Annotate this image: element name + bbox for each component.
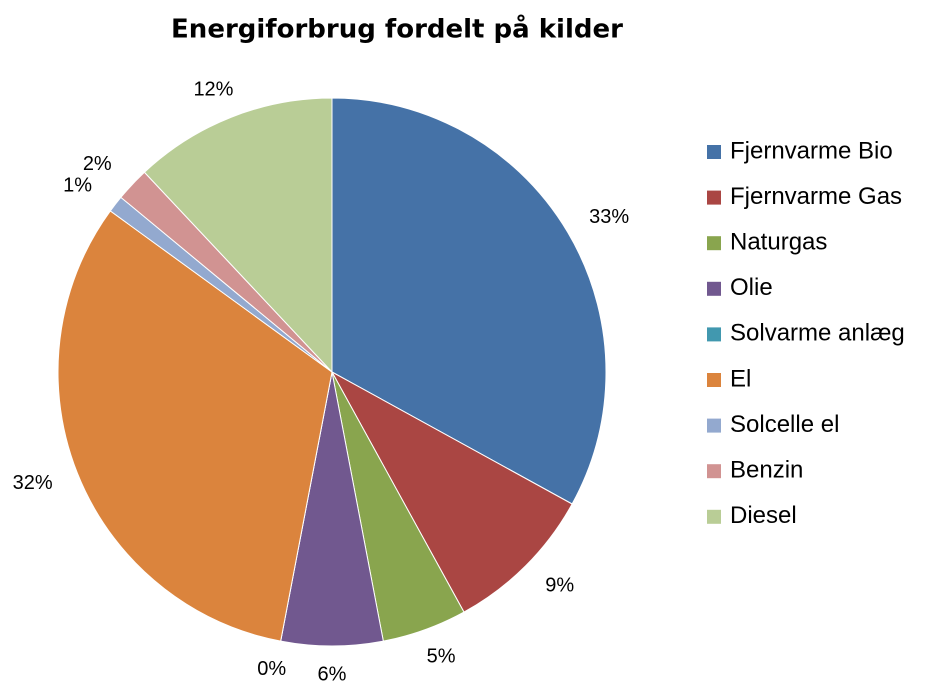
data-label: 33%	[589, 206, 629, 228]
legend-swatch	[707, 236, 721, 251]
legend-label: Fjernvarme Gas	[730, 183, 902, 210]
legend-label: Olie	[730, 274, 773, 301]
data-label: 1%	[63, 175, 92, 197]
legend-swatch	[707, 464, 721, 479]
legend-label: Solvarme anlæg	[730, 320, 905, 347]
data-label: 6%	[318, 663, 347, 685]
chart-title: Energiforbrug fordelt på kilder	[171, 13, 623, 45]
data-label: 5%	[427, 645, 456, 667]
legend-swatch	[707, 145, 721, 159]
pie-slice	[57, 210, 333, 642]
legend-label: Diesel	[730, 502, 797, 529]
legend-label: Solcelle el	[730, 411, 839, 438]
legend-swatch	[707, 418, 721, 433]
data-label: 12%	[193, 79, 233, 101]
legend-swatch	[707, 281, 721, 296]
legend-label: Naturgas	[730, 229, 827, 256]
data-label: 0%	[257, 658, 286, 680]
legend-label: El	[730, 365, 751, 392]
legend-swatch	[707, 190, 721, 205]
pie-slice	[331, 97, 607, 505]
data-label: 32%	[13, 472, 53, 494]
pie-slice	[143, 97, 333, 374]
pie-slice	[330, 370, 573, 613]
legend-swatch	[707, 373, 721, 387]
legend-label: Benzin	[730, 457, 803, 484]
legend-label: Fjernvarme Bio	[730, 137, 893, 164]
data-label: 9%	[545, 575, 574, 597]
legend-swatch	[707, 509, 721, 524]
data-label: 2%	[83, 153, 112, 175]
legend-swatch	[707, 327, 721, 342]
